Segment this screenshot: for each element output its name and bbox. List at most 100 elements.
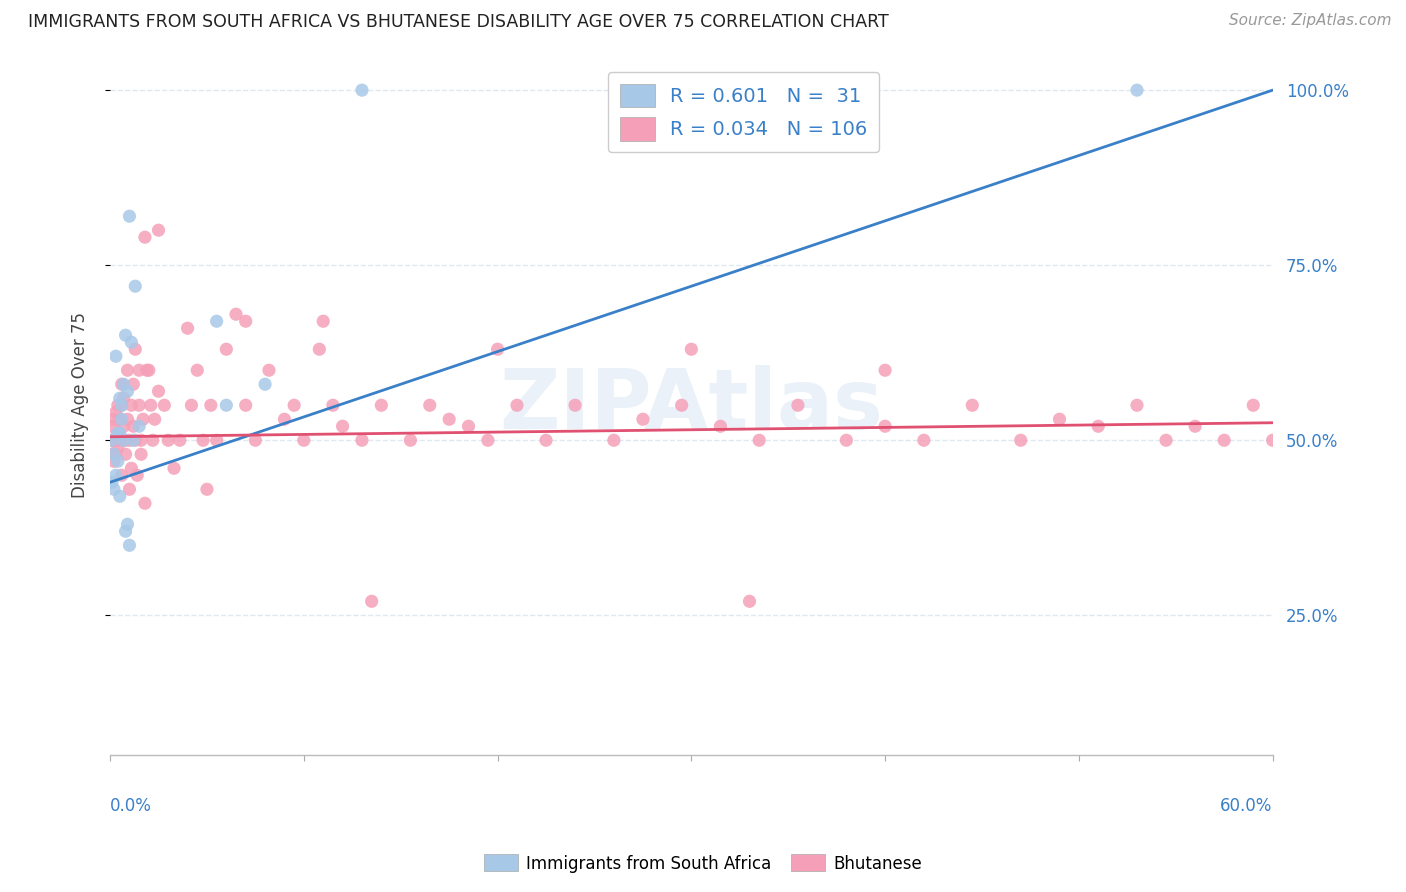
Point [122,419,145,434]
Point [108,434,131,448]
Point [1281,419,1303,434]
Point [124,343,146,357]
Point [486,343,509,357]
Point [709,419,731,434]
Point [399,434,422,448]
Point [142,434,165,448]
Point [1301,434,1323,448]
Point [107,454,129,468]
Point [875,363,897,377]
Point [132,412,155,426]
Point [437,412,460,426]
Text: 60.0%: 60.0% [1220,797,1272,815]
Point [118,483,141,497]
Point [1154,434,1177,448]
Point [308,343,330,357]
Point [138,363,160,377]
Point [186,363,208,377]
Point [1049,412,1071,426]
Point [114,434,136,448]
Point [122,434,145,448]
Point [1184,419,1206,434]
Point [215,398,238,412]
Point [101,475,124,490]
Point [117,517,139,532]
Point [322,398,344,412]
Point [114,328,136,343]
Point [128,419,150,434]
Point [477,434,499,448]
Point [176,321,198,335]
Point [108,391,131,405]
Point [1213,434,1236,448]
Y-axis label: Disability Age Over 75: Disability Age Over 75 [72,312,89,499]
Text: IMMIGRANTS FROM SOUTH AFRICA VS BHUTANESE DISABILITY AGE OVER 75 CORRELATION CHA: IMMIGRANTS FROM SOUTH AFRICA VS BHUTANES… [28,13,889,31]
Point [129,447,152,461]
Point [103,447,125,461]
Point [143,412,166,426]
Point [101,447,124,461]
Point [631,412,654,426]
Point [104,405,127,419]
Point [292,434,315,448]
Text: Source: ZipAtlas.com: Source: ZipAtlas.com [1229,13,1392,29]
Point [120,335,142,350]
Text: 0.0%: 0.0% [110,797,152,815]
Point [104,468,127,483]
Point [101,434,124,448]
Point [127,468,149,483]
Point [205,434,228,448]
Point [117,412,139,426]
Legend: Immigrants from South Africa, Bhutanese: Immigrants from South Africa, Bhutanese [478,847,928,880]
Point [169,434,191,448]
Point [195,483,218,497]
Point [273,412,295,426]
Text: ZIPAtlas: ZIPAtlas [499,365,883,446]
Point [235,314,257,328]
Point [108,426,131,441]
Point [332,419,354,434]
Point [350,434,373,448]
Point [835,434,858,448]
Point [112,434,135,448]
Point [748,434,770,448]
Point [534,434,557,448]
Point [180,398,202,412]
Point [419,398,441,412]
Point [1261,434,1284,448]
Point [118,538,141,552]
Point [457,419,479,434]
Point [104,434,127,448]
Point [603,434,626,448]
Point [962,398,984,412]
Point [120,461,142,475]
Point [370,398,392,412]
Point [134,230,156,244]
Point [875,419,897,434]
Point [681,343,703,357]
Point [129,434,152,448]
Point [112,377,135,392]
Point [101,434,124,448]
Point [787,398,810,412]
Point [661,83,683,97]
Point [134,496,156,510]
Point [112,419,135,434]
Point [350,83,373,97]
Point [1126,83,1149,97]
Point [111,412,134,426]
Point [671,398,693,412]
Point [103,454,125,468]
Point [163,461,186,475]
Point [139,398,162,412]
Point [118,434,141,448]
Point [103,483,125,497]
Point [111,377,134,392]
Point [254,377,277,392]
Point [107,398,129,412]
Point [128,398,150,412]
Point [200,398,222,412]
Point [101,419,124,434]
Point [1087,419,1109,434]
Point [215,343,238,357]
